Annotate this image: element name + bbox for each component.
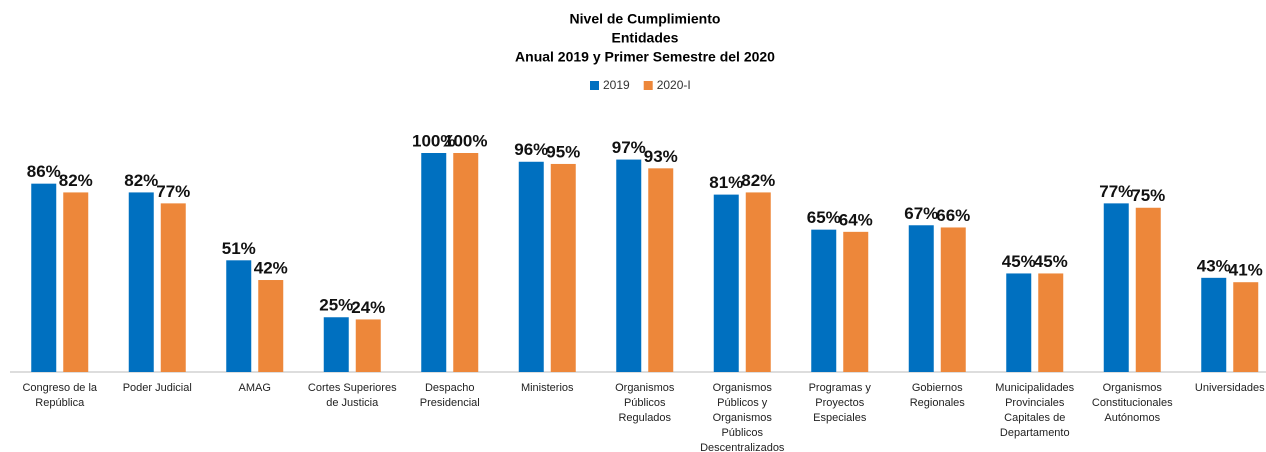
data-label: 51% <box>222 239 256 258</box>
data-label: 24% <box>351 298 385 317</box>
bar <box>160 203 186 372</box>
bar <box>1201 277 1227 372</box>
data-label: 77% <box>156 182 190 201</box>
bar <box>1233 282 1259 372</box>
x-tick-label: Poder Judicial <box>122 382 192 394</box>
bar <box>648 168 674 372</box>
data-label: 45% <box>1002 252 1036 271</box>
data-label: 64% <box>839 210 873 229</box>
legend-label: 2019 <box>603 78 630 92</box>
data-label: 43% <box>1197 256 1231 275</box>
data-label: 100% <box>412 131 455 150</box>
data-label: 45% <box>1034 252 1068 271</box>
data-label: 82% <box>124 171 158 190</box>
bar <box>323 317 349 372</box>
bar <box>843 231 869 372</box>
bar <box>128 192 154 372</box>
x-tick-label: Ministerios <box>520 382 574 394</box>
data-label: 95% <box>546 142 580 161</box>
data-label: 96% <box>514 140 548 159</box>
x-tick-label: Organismos Públicos y Organismos Público… <box>700 382 785 452</box>
data-label: 41% <box>1229 261 1263 280</box>
x-tick-label: Organismos Públicos Regulados <box>615 382 675 424</box>
bar <box>908 225 934 372</box>
x-tick-label: AMAG <box>238 382 271 394</box>
bar <box>1103 203 1129 372</box>
legend-swatch <box>590 81 599 90</box>
x-tick-label: Cortes Superiores de Justicia <box>307 382 397 409</box>
data-label: 66% <box>936 206 970 225</box>
x-tick-label: Gobiernos Regionales <box>909 382 965 409</box>
chart-title: Nivel de Cumplimiento <box>570 11 721 27</box>
data-label: 93% <box>644 147 678 166</box>
bar <box>1006 273 1032 372</box>
legend-label: 2020-I <box>657 78 691 92</box>
bar <box>518 161 544 372</box>
legend-swatch <box>643 81 653 90</box>
data-label: 75% <box>1131 186 1165 205</box>
data-label: 81% <box>709 173 743 192</box>
bar <box>940 227 966 372</box>
data-label: 100% <box>444 131 487 150</box>
bar <box>226 260 252 372</box>
bar <box>616 159 642 372</box>
x-tick-label: Organismos Constitucionales Autónomos <box>1091 382 1173 424</box>
x-tick-label: Municipalidades Provinciales Capitales d… <box>995 382 1075 439</box>
bar <box>421 153 447 372</box>
chart-title: Entidades <box>612 30 679 46</box>
data-label: 82% <box>741 171 775 190</box>
x-tick-label: Programas y Proyectos Especiales <box>808 382 871 424</box>
bar <box>453 153 479 372</box>
x-tick-label: Despacho Presidencial <box>419 382 480 409</box>
data-label: 86% <box>27 162 61 181</box>
data-label: 65% <box>807 208 841 227</box>
data-label: 97% <box>612 138 646 157</box>
bar <box>258 280 284 372</box>
data-label: 67% <box>904 204 938 223</box>
bar <box>811 229 837 372</box>
data-label: 82% <box>59 171 93 190</box>
x-tick-label: Congreso de la República <box>22 382 98 409</box>
data-label: 25% <box>319 296 353 315</box>
data-label: 77% <box>1099 182 1133 201</box>
bar <box>713 194 739 372</box>
bar <box>1038 273 1064 372</box>
chart-title: Anual 2019 y Primer Semestre del 2020 <box>515 49 775 65</box>
bar <box>63 192 89 372</box>
bar <box>355 319 381 372</box>
bar <box>1135 207 1161 372</box>
data-label: 42% <box>254 259 288 278</box>
x-tick-label: Universidades <box>1194 382 1265 394</box>
bar <box>745 192 771 372</box>
bar <box>550 163 576 372</box>
bar <box>31 183 57 372</box>
